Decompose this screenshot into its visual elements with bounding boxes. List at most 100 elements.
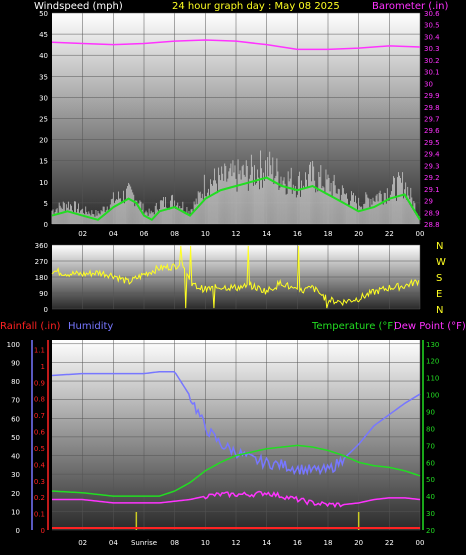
wind-tick-label: 25	[39, 116, 48, 124]
baro-tick-label: 29.6	[424, 127, 440, 135]
rain-tick-label: 0.8	[34, 396, 45, 404]
humidity-tick-label: 0	[16, 527, 20, 535]
humidity-tick-label: 10	[11, 508, 20, 516]
humidity-tick-label: 60	[11, 415, 20, 423]
x-tick-label: 16	[293, 230, 302, 238]
x-tick-label: 08	[170, 539, 179, 547]
baro-tick-label: 29.3	[424, 162, 440, 170]
baro-tick-label: 29.9	[424, 92, 440, 100]
rain-tick-label: 0.5	[34, 445, 45, 453]
wind-tick-label: 10	[39, 179, 48, 187]
humidity-tick-label: 40	[11, 453, 20, 461]
temp-panel-grid	[31, 340, 424, 531]
rain-tick-label: 0.6	[34, 429, 46, 437]
baro-tick-label: 30.5	[424, 22, 440, 30]
rain-tick-label: 0.2	[34, 494, 45, 502]
x-tick-label: 00	[416, 539, 425, 547]
baro-tick-label: 30.4	[424, 33, 440, 41]
temp-tick-label: 80	[426, 425, 435, 433]
temp-tick-label: 50	[426, 476, 435, 484]
humidity-tick-label: 100	[7, 341, 20, 349]
x-tick-label: 04	[109, 539, 118, 547]
rainfall-axis-label: Rainfall (.in)	[0, 321, 61, 332]
temp-tick-label: 130	[426, 341, 439, 349]
temp-tick-label: 30	[426, 510, 435, 518]
x-tick-label: 04	[109, 230, 118, 238]
rain-tick-label: 0.9	[34, 379, 45, 387]
wind-tick-label: 45	[39, 31, 48, 39]
rain-tick-label: 0.4	[34, 461, 46, 469]
x-tick-label: 02	[78, 539, 87, 547]
wind-tick-label: 35	[39, 73, 48, 81]
wind-tick-label: 20	[39, 137, 48, 145]
temp-tick-label: 110	[426, 375, 439, 383]
dir-tick-label: 360	[35, 242, 48, 250]
temp-panel-ticks: 010203040506070809010000.10.20.30.40.50.…	[7, 341, 440, 547]
temp-tick-label: 60	[426, 459, 435, 467]
humidity-tick-label: 30	[11, 471, 20, 479]
compass-label: E	[436, 289, 442, 300]
baro-tick-label: 29.1	[424, 186, 440, 194]
x-tick-label: 20	[354, 230, 363, 238]
wind-tick-label: 15	[39, 158, 48, 166]
wind-tick-label: 40	[39, 52, 48, 60]
wind-panel-ticks: 0 5 10 15 20 25 30 35 40 45 50 28.8 28.9 29 29.1 29.2 29…	[39, 10, 440, 238]
baro-tick-label: 30.1	[424, 69, 440, 77]
baro-tick-label: 28.9	[424, 209, 440, 217]
direction-panel-ticks: 360 N 270 W 180 S 90 E 0 N	[35, 241, 446, 316]
wind-tick-label: 5	[44, 200, 48, 208]
rain-tick-label: 1.1	[34, 347, 45, 355]
temp-tick-label: 100	[426, 392, 439, 400]
temp-tick-label: 90	[426, 409, 435, 417]
x-tick-label: 02	[78, 230, 87, 238]
wind-tick-label: 30	[39, 94, 48, 102]
x-tick-label: 12	[232, 230, 241, 238]
x-tick-label: 22	[385, 230, 394, 238]
humidity-tick-label: 70	[11, 397, 20, 405]
x-tick-label: 14	[262, 539, 271, 547]
rain-tick-label: 1	[41, 363, 45, 371]
humidity-tick-label: 80	[11, 378, 20, 386]
barometer-line	[51, 39, 421, 51]
rain-tick-label: 0.3	[34, 478, 45, 486]
temp-tick-label: 120	[426, 358, 439, 366]
dir-tick-label: 180	[35, 274, 48, 282]
x-tick-label: 10	[201, 230, 210, 238]
temp-tick-label: 20	[426, 527, 435, 535]
rain-tick-label: 0.7	[34, 412, 45, 420]
x-tick-label: 10	[201, 539, 210, 547]
x-tick-label: 22	[385, 539, 394, 547]
temperature-line	[51, 444, 421, 497]
windspeed-line	[51, 176, 421, 222]
humidity-axis-label: Humidity	[68, 321, 113, 332]
baro-tick-label: 29.2	[424, 174, 440, 182]
dir-tick-label: 270	[35, 258, 48, 266]
wind-panel-marks	[51, 39, 421, 224]
x-tick-label: 08	[170, 230, 179, 238]
x-tick-label: 00	[416, 230, 425, 238]
baro-tick-label: 29.4	[424, 151, 440, 159]
wind-tick-label: 0	[44, 221, 48, 229]
windspeed-axis-label: Windspeed (mph)	[34, 1, 123, 12]
wind-tick-label: 50	[39, 10, 48, 18]
rain-tick-label: 0	[41, 527, 45, 535]
baro-tick-label: 29	[424, 198, 433, 206]
temperature-axis-label: Temperature (°F)	[311, 321, 397, 332]
rain-tick-label: 0.1	[34, 511, 45, 519]
compass-label: N	[436, 241, 443, 252]
dewpoint-line	[52, 490, 421, 509]
baro-tick-label: 29.8	[424, 104, 440, 112]
baro-tick-label: 30	[424, 80, 433, 88]
dir-tick-label: 90	[39, 290, 48, 298]
wind-direction-line	[51, 245, 420, 309]
direction-panel-grid	[52, 244, 421, 310]
humidity-tick-label: 50	[11, 434, 20, 442]
baro-tick-label: 30.3	[424, 45, 440, 53]
temp-tick-label: 40	[426, 493, 435, 501]
baro-tick-label: 29.5	[424, 139, 440, 147]
x-tick-label: 06	[140, 230, 149, 238]
x-tick-label: Sunrise	[131, 539, 157, 547]
baro-tick-label: 29.7	[424, 116, 440, 124]
baro-tick-label: 30.6	[424, 10, 440, 18]
